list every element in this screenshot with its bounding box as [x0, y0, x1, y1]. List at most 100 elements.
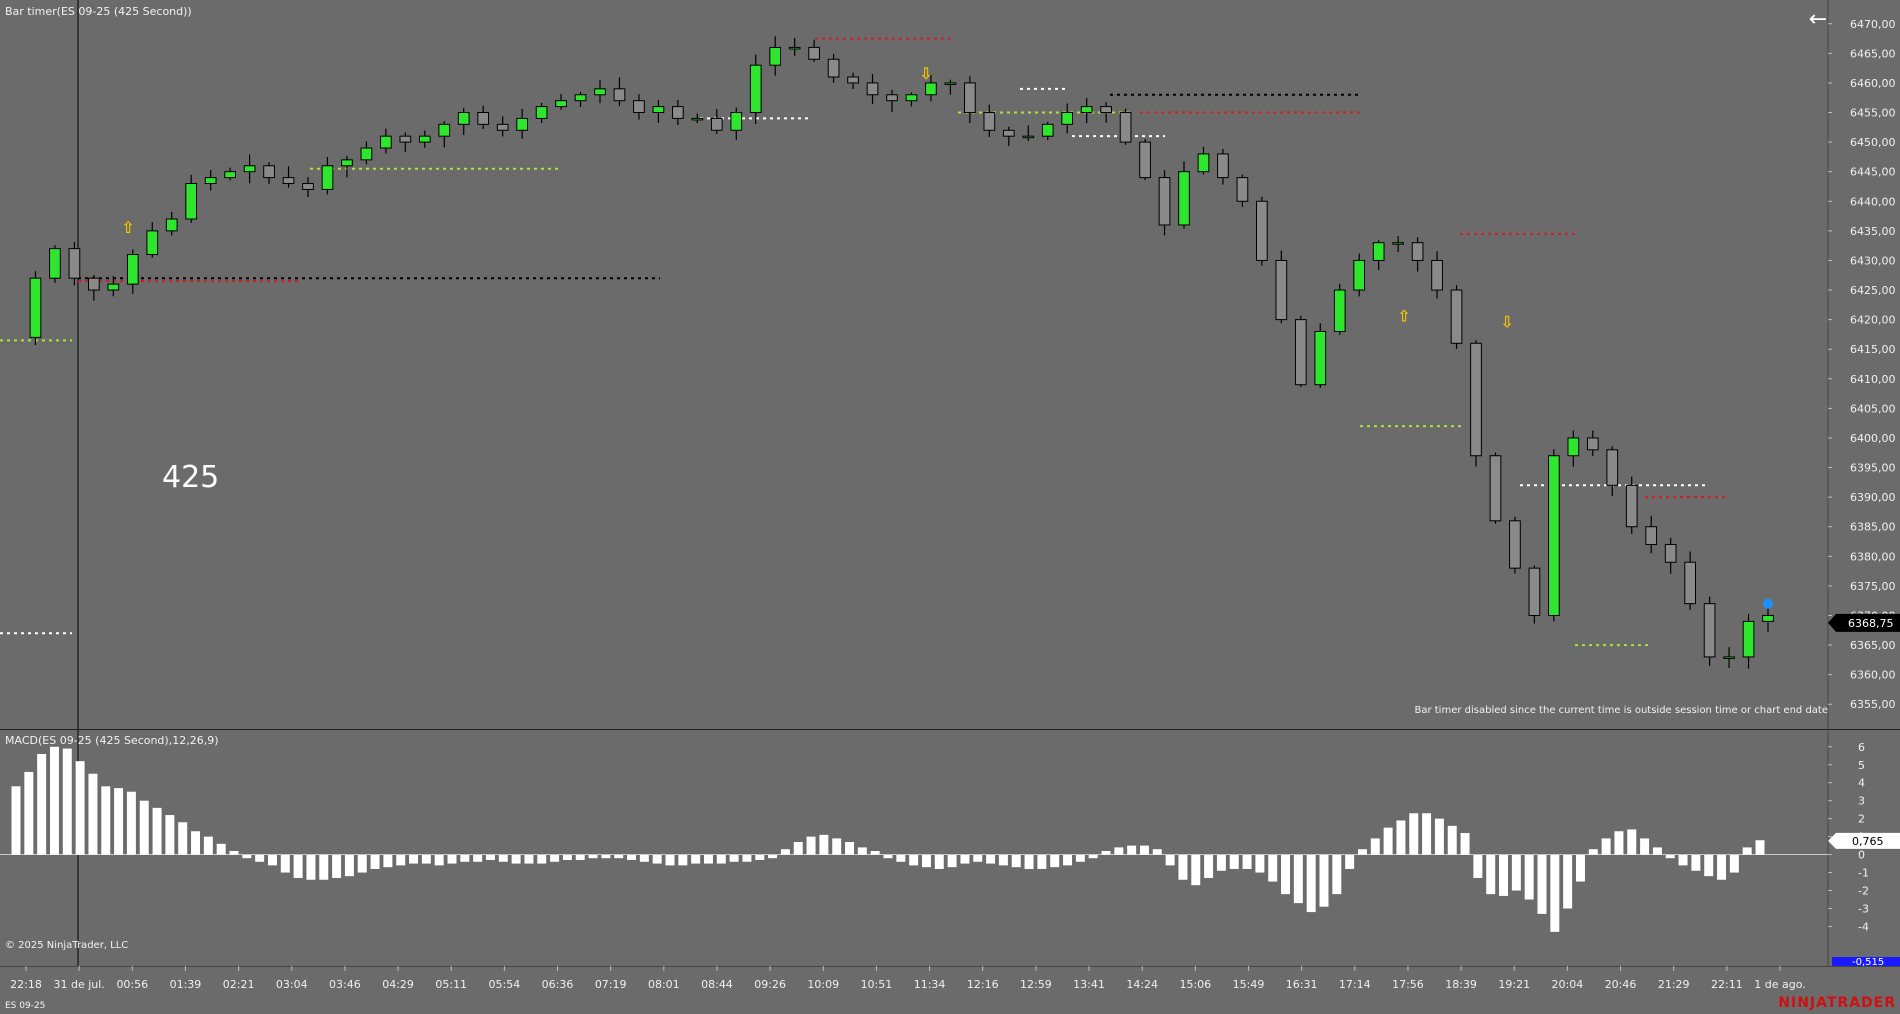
- macd-bar: [1691, 854, 1701, 871]
- macd-bar: [703, 854, 713, 864]
- macd-bar: [319, 854, 329, 880]
- candle-up: [749, 64, 762, 114]
- macd-bar: [1640, 838, 1650, 855]
- price-axis-label: 6400,00: [1850, 432, 1896, 445]
- time-axis-label: 14:24: [1126, 978, 1158, 991]
- time-axis-label: 13:41: [1073, 978, 1105, 991]
- arrow-down-marker: ⇩: [919, 64, 932, 83]
- macd-bar: [1216, 854, 1226, 871]
- macd-bar: [37, 753, 47, 855]
- current-price-label: 6368,75: [1848, 617, 1894, 630]
- macd-bar: [755, 854, 765, 860]
- macd-bar: [806, 836, 816, 855]
- macd-bar: [1281, 854, 1291, 895]
- time-axis-label: 15:06: [1179, 978, 1211, 991]
- macd-bar: [870, 851, 880, 855]
- candle-down: [88, 277, 100, 291]
- macd-bar: [1704, 854, 1714, 877]
- candle-down: [866, 82, 879, 96]
- candle-up: [788, 46, 801, 50]
- time-axis-label: 16:31: [1286, 978, 1318, 991]
- macd-axis-label: 2: [1858, 813, 1865, 826]
- macd-bar: [447, 854, 457, 864]
- macd-bar: [1293, 854, 1303, 904]
- macd-bar: [1717, 854, 1727, 880]
- candle-up: [1178, 171, 1190, 226]
- candle-up: [574, 94, 587, 102]
- macd-bar: [11, 786, 21, 855]
- macd-bar: [1396, 820, 1406, 855]
- price-axis-label: 6420,00: [1850, 314, 1896, 327]
- macd-bar: [1652, 847, 1662, 855]
- macd-bar: [280, 854, 290, 873]
- signal-dot: [1763, 598, 1773, 609]
- candle-up: [380, 135, 392, 149]
- macd-bar: [1139, 845, 1149, 855]
- arrow-left-icon[interactable]: ←: [1808, 7, 1828, 32]
- candle-down: [1586, 437, 1599, 451]
- copyright-text: © 2025 NinjaTrader, LLC: [5, 940, 129, 951]
- candle-down: [1158, 177, 1171, 226]
- candle-up: [769, 46, 782, 66]
- macd-bar: [1050, 854, 1060, 868]
- macd-bar: [652, 854, 662, 864]
- candle-up: [1548, 455, 1560, 616]
- candle-down: [1528, 567, 1541, 616]
- macd-bar: [665, 854, 675, 866]
- candle-down: [613, 88, 626, 102]
- macd-axis-label: 5: [1858, 759, 1865, 772]
- macd-bar: [1614, 831, 1624, 855]
- price-axis-label: 6385,00: [1850, 521, 1896, 534]
- instrument-label: ES 09-25: [5, 1001, 46, 1011]
- candle-down: [1002, 129, 1015, 137]
- macd-bar: [1075, 854, 1085, 862]
- macd-bar: [498, 854, 508, 862]
- macd-bar: [780, 849, 790, 855]
- time-axis-label: 18:39: [1445, 978, 1477, 991]
- candle-down: [1236, 177, 1249, 202]
- candle-down: [1119, 112, 1132, 143]
- price-axis-label: 6430,00: [1850, 254, 1896, 267]
- time-axis-label: 10:09: [807, 978, 839, 991]
- macd-axis-label: 4: [1858, 777, 1865, 790]
- time-axis-label: 12:59: [1020, 978, 1052, 991]
- candle-up: [1723, 656, 1735, 659]
- macd-bar: [1550, 854, 1560, 932]
- macd-bar: [460, 854, 470, 862]
- macd-bar: [293, 854, 303, 878]
- macd-bar: [1178, 854, 1188, 880]
- macd-bar: [1486, 854, 1496, 895]
- arrow-up-marker: ⇧: [121, 218, 134, 237]
- macd-bar: [1229, 854, 1239, 869]
- candle-up: [944, 82, 957, 85]
- macd-bar: [1345, 854, 1355, 869]
- price-axis-label: 6460,00: [1850, 77, 1896, 90]
- arrow-up-marker: ⇧: [1397, 307, 1410, 326]
- candle-down: [1100, 106, 1112, 114]
- candle-down: [282, 177, 295, 185]
- candle-down: [886, 94, 898, 102]
- macd-bar: [332, 854, 342, 878]
- price-axis-label: 6405,00: [1850, 402, 1896, 415]
- macd-bar: [383, 854, 393, 868]
- candle-up: [652, 106, 665, 114]
- macd-bar: [1319, 854, 1329, 907]
- candle-down: [1684, 561, 1696, 605]
- macd-bar: [165, 815, 175, 855]
- macd-bar: [178, 822, 188, 855]
- candle-up: [1353, 259, 1366, 291]
- candle-up: [224, 171, 236, 179]
- bar-timer-notice: Bar timer disabled since the current tim…: [1414, 705, 1828, 716]
- price-axis-label: 6470,00: [1850, 18, 1896, 31]
- candle-up: [243, 165, 256, 173]
- candle-down: [1606, 449, 1619, 486]
- time-axis-label: 09:26: [754, 978, 786, 991]
- candle-down: [263, 165, 275, 179]
- macd-bar: [1063, 854, 1073, 866]
- macd-bar: [216, 843, 226, 855]
- price-axis-label: 6380,00: [1850, 550, 1896, 563]
- macd-bar: [960, 854, 970, 864]
- macd-bar: [1511, 854, 1521, 891]
- candle-up: [165, 218, 178, 232]
- macd-bar: [1563, 854, 1573, 909]
